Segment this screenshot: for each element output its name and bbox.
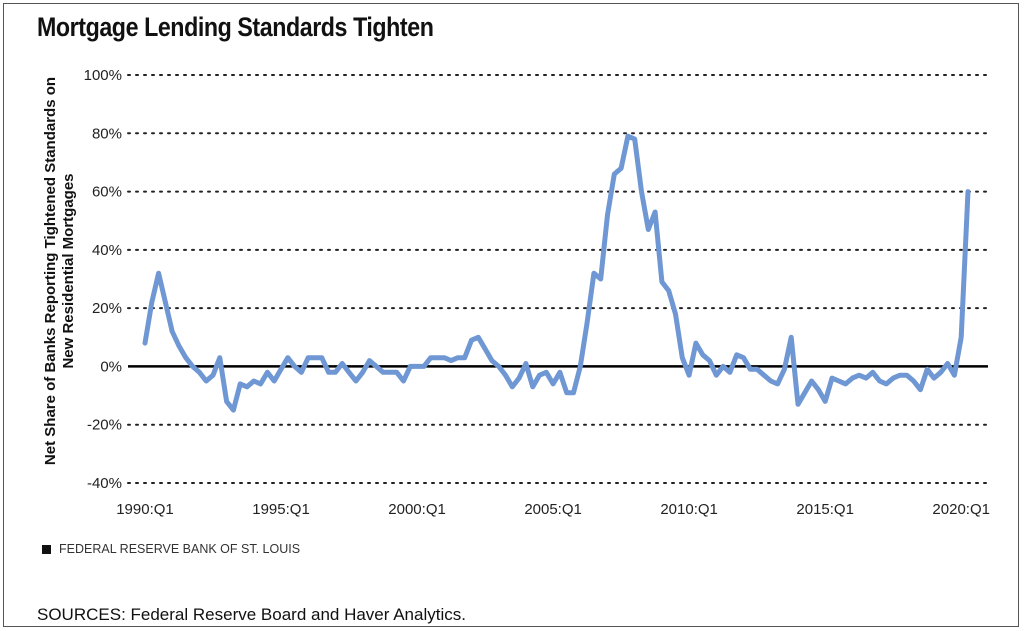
- series-layer: [142, 133, 971, 413]
- x-tick-labels: 1990:Q1 1995:Q1 2000:Q1 2005:Q1 2010:Q1 2015:…: [116, 501, 990, 518]
- legend: FEDERAL RESERVE BANK OF ST. LOUIS: [42, 542, 300, 556]
- series-line: [142, 133, 971, 413]
- y-tick-label: 0%: [100, 358, 122, 375]
- y-tick-label: -20%: [87, 417, 122, 434]
- chart-frame: [3, 3, 1019, 627]
- x-tick-label: 1995:Q1: [252, 501, 310, 518]
- x-tick-label: 2015:Q1: [796, 501, 854, 518]
- x-tick-label: 2020:Q1: [932, 501, 990, 518]
- chart-title: Mortgage Lending Standards Tighten: [37, 12, 434, 42]
- y-tick-label: 40%: [92, 242, 122, 259]
- legend-text: FEDERAL RESERVE BANK OF ST. LOUIS: [59, 542, 301, 556]
- x-tick-label: 2000:Q1: [388, 501, 446, 518]
- y-tick-label: -40%: [87, 475, 122, 492]
- x-tick-label: 2005:Q1: [524, 501, 582, 518]
- grid-lines: [127, 74, 989, 484]
- y-tick-label: 100%: [84, 67, 122, 84]
- sources-note: SOURCES: Federal Reserve Board and Haver…: [37, 605, 466, 624]
- y-tick-labels: -40% -20% 0% 20% 40% 60% 80% 100%: [84, 67, 122, 492]
- y-tick-label: 20%: [92, 300, 122, 317]
- y-tick-label: 60%: [92, 184, 122, 201]
- x-tick-label: 1990:Q1: [116, 501, 174, 518]
- legend-square-icon: [42, 544, 51, 554]
- x-tick-label: 2010:Q1: [660, 501, 718, 518]
- y-tick-label: 80%: [92, 125, 122, 142]
